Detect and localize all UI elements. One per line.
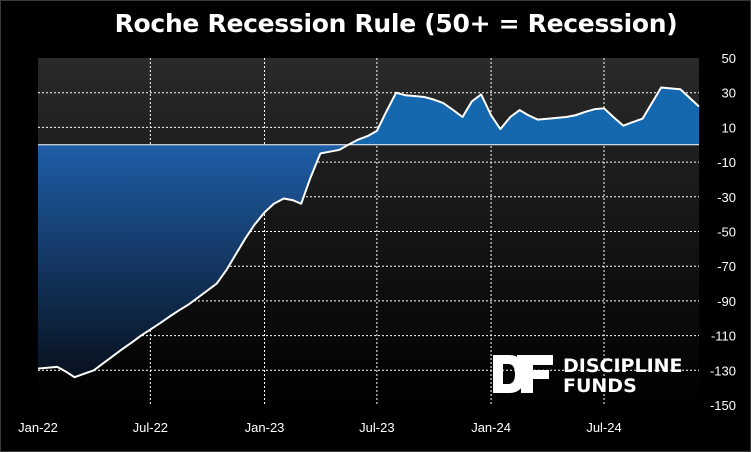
area-positive <box>38 87 699 145</box>
x-axis-ticks: Jan-22 Jul-22 Jan-23 Jul-23 Jan-24 Jul-24 <box>18 420 622 435</box>
y-tick-label: -150 <box>710 398 736 413</box>
x-tick-label: Jan-23 <box>245 420 285 435</box>
logo-line1: DISCIPLINE <box>563 355 683 377</box>
y-tick-label: -10 <box>717 155 736 170</box>
x-tick-label: Jul-22 <box>133 420 168 435</box>
y-tick-label: -130 <box>710 363 736 378</box>
y-tick-label: 50 <box>722 51 736 66</box>
y-tick-label: -90 <box>717 294 736 309</box>
series-line <box>37 86 700 379</box>
y-tick-label: -30 <box>717 190 736 205</box>
y-tick-label: 30 <box>722 86 736 101</box>
x-tick-label: Jul-23 <box>359 420 394 435</box>
chart-title: Roche Recession Rule (50+ = Recession) <box>114 9 678 38</box>
y-tick-label: -50 <box>717 225 736 240</box>
x-tick-label: Jul-24 <box>586 420 621 435</box>
x-tick-label: Jan-22 <box>18 420 58 435</box>
y-axis-ticks: 50 30 10 -10 -30 -50 -70 -90 -110 -130 -150 <box>710 51 736 413</box>
y-tick-label: -70 <box>717 259 736 274</box>
logo-line2: FUNDS <box>563 375 637 395</box>
y-tick-label: 10 <box>722 120 736 135</box>
discipline-funds-logo: DISCIPLINE FUNDS <box>493 355 683 395</box>
area-negative <box>38 144 699 378</box>
y-tick-label: -110 <box>711 329 736 344</box>
x-tick-label: Jan-24 <box>471 420 511 435</box>
